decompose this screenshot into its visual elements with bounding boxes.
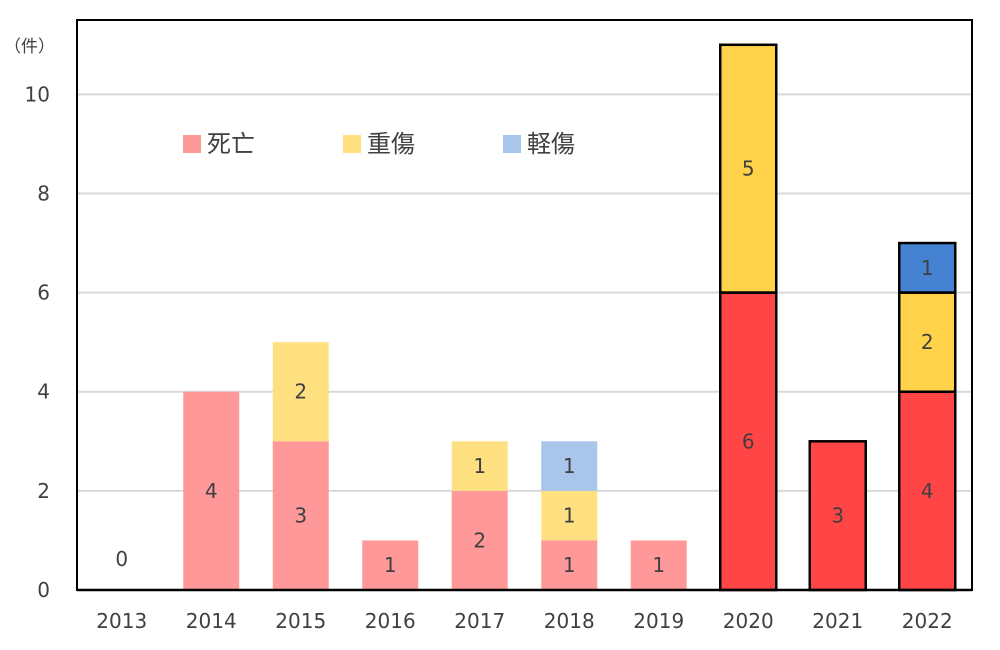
y-tick-label-0: 0 [37, 578, 50, 602]
x-tick-label-2015: 2015 [275, 609, 326, 633]
data-label-2015-series-0: 3 [294, 504, 307, 528]
legend-swatch-1 [343, 135, 361, 153]
legend-swatch-0 [183, 135, 201, 153]
bar-2018-series-2 [541, 441, 598, 491]
bar-outline-2020-1 [719, 43, 778, 294]
data-label-2021-series-0: 3 [831, 504, 844, 528]
x-tick-label-2014: 2014 [186, 609, 237, 633]
bar-2022-series-1 [899, 292, 956, 392]
x-tick-label-2017: 2017 [454, 609, 505, 633]
y-tick-label-8: 8 [37, 181, 50, 205]
bar-2015-series-0 [272, 441, 329, 590]
data-label-2020-series-0: 6 [742, 429, 755, 453]
y-axis-unit-label: （件） [4, 37, 55, 57]
x-tick-label-2022: 2022 [902, 609, 953, 633]
data-label-2016-series-0: 1 [384, 553, 397, 577]
y-tick-label-2: 2 [37, 479, 50, 503]
y-tick-label-10: 10 [25, 82, 50, 106]
data-label-2022-series-2: 1 [921, 256, 934, 280]
bar-2022-series-0 [899, 391, 956, 590]
y-tick-label-4: 4 [37, 380, 50, 404]
x-tick-label-2013: 2013 [96, 609, 147, 633]
bar-2018-series-0 [541, 540, 598, 590]
legend-label-1: 重傷 [367, 130, 415, 158]
data-label-2022-series-1: 2 [921, 330, 934, 354]
x-tick-label-2016: 2016 [365, 609, 416, 633]
x-tick-label-2020: 2020 [723, 609, 774, 633]
data-label-2018-series-2: 1 [563, 454, 576, 478]
bar-2018-series-1 [541, 490, 598, 541]
bar-outline-2022-2 [898, 241, 957, 294]
legend-label-0: 死亡 [207, 130, 255, 158]
x-tick-label-2019: 2019 [633, 609, 684, 633]
data-label-2020-series-1: 5 [742, 157, 755, 181]
legend: 死亡 重傷 軽傷 [183, 130, 575, 158]
x-axis-ticks: 2013 2014 2015 2016 2017 2018 2019 2020 2021 2022 [96, 609, 952, 633]
bar-2017-series-1 [451, 441, 508, 491]
legend-swatch-2 [503, 135, 521, 153]
legend-label-2: 軽傷 [527, 130, 575, 158]
x-tick-label-2021: 2021 [812, 609, 863, 633]
bar-2020-series-0 [720, 292, 777, 590]
bar-2016-series-0 [362, 540, 419, 590]
bar-2020-series-1 [720, 44, 777, 293]
data-label-2018-series-1: 1 [563, 504, 576, 528]
plot-frame [76, 19, 973, 592]
data-label-2018-series-0: 1 [563, 553, 576, 577]
bar-2017-series-0 [451, 490, 508, 590]
bar-2019-series-0 [630, 540, 687, 590]
bars: 0 4 3 2 1 2 1 1 1 1 1 6 5 3 4 2 1 [115, 43, 957, 592]
data-label-2014-series-0: 4 [205, 479, 218, 503]
data-label-2017-series-1: 1 [473, 454, 486, 478]
x-tick-label-2018: 2018 [544, 609, 595, 633]
data-label-2022-series-0: 4 [921, 479, 934, 503]
bar-2014-series-0 [183, 391, 240, 590]
bar-2022-series-2 [899, 243, 956, 293]
bar-2015-series-1 [272, 342, 329, 442]
y-tick-label-6: 6 [37, 281, 50, 305]
data-label-2017-series-0: 2 [473, 528, 486, 552]
data-label-2019-series-0: 1 [652, 553, 665, 577]
bar-2021-series-0 [809, 441, 866, 590]
data-label-2013-zero: 0 [115, 547, 128, 571]
data-label-2015-series-1: 2 [294, 380, 307, 404]
y-axis-ticks: 0 2 4 6 8 10 [25, 82, 50, 602]
